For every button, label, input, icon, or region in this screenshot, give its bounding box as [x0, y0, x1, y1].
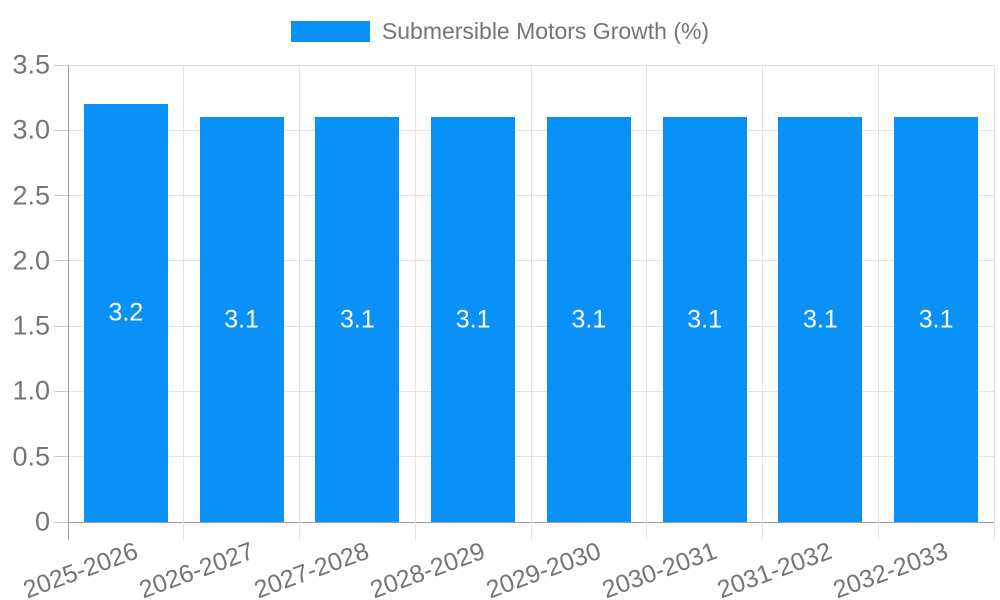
bar-2032-2033[interactable]: [894, 117, 979, 522]
y-axis-tick-label: 0.5: [12, 441, 50, 472]
y-axis-line: [67, 65, 69, 540]
chart-legend: Submersible Motors Growth (%): [0, 18, 1000, 45]
bar-value-label: 3.1: [455, 305, 491, 334]
y-axis-tick-mark: [54, 129, 68, 131]
x-gridline: [646, 65, 648, 540]
x-axis-tick-label: 2030-2031: [598, 537, 721, 600]
bar-2026-2027[interactable]: [199, 117, 284, 522]
bar-value-label: 3.1: [224, 305, 260, 334]
y-axis-tick-mark: [54, 260, 68, 262]
x-gridline: [414, 65, 416, 540]
legend-swatch-icon: [290, 21, 370, 42]
x-gridline: [993, 65, 995, 540]
y-axis-tick-mark: [54, 390, 68, 392]
legend-item[interactable]: Submersible Motors Growth (%): [290, 18, 710, 45]
bar-2031-2032[interactable]: [778, 117, 863, 522]
y-axis-tick-mark: [54, 456, 68, 458]
bar-value-label: 3.1: [918, 305, 954, 334]
y-axis-tick-label: 2.5: [12, 180, 50, 211]
y-axis-tick-mark: [54, 64, 68, 66]
bar-2025-2026[interactable]: [83, 104, 168, 522]
bar-value-label: 3.1: [687, 305, 723, 334]
bar-value-label: 3.2: [108, 298, 144, 327]
x-gridline: [762, 65, 763, 540]
bar-2030-2031[interactable]: [662, 117, 747, 522]
bar-2027-2028[interactable]: [315, 117, 400, 522]
bar-2028-2029[interactable]: [431, 117, 516, 522]
y-axis-tick-label: 3.0: [12, 114, 50, 145]
legend-series-label: Submersible Motors Growth (%): [381, 18, 710, 44]
x-axis-tick-label: 2028-2029: [366, 537, 489, 600]
x-axis-tick-label: 2032-2033: [829, 537, 952, 600]
x-axis-tick-label: 2025-2026: [19, 537, 142, 600]
x-axis-tick-label: 2029-2030: [482, 537, 605, 600]
bar-value-label: 3.1: [571, 305, 607, 334]
bar-value-label: 3.1: [802, 305, 838, 334]
y-axis-tick-mark: [54, 195, 68, 197]
y-axis-tick-label: 2.0: [12, 245, 50, 276]
y-axis-tick-label: 1.5: [12, 310, 50, 341]
y-axis-tick-mark: [54, 521, 68, 523]
x-gridline: [299, 65, 300, 540]
x-axis-tick-label: 2031-2032: [714, 537, 836, 600]
y-axis-tick-label: 3.5: [12, 49, 50, 80]
x-gridline: [877, 65, 879, 540]
y-axis-tick-label: 0: [34, 506, 50, 537]
y-axis-tick-label: 1.0: [12, 375, 50, 406]
x-gridline: [183, 65, 185, 540]
x-axis-tick-label: 2026-2027: [135, 537, 258, 600]
x-gridline: [530, 65, 532, 540]
bar-2029-2030[interactable]: [546, 117, 631, 522]
bar-value-label: 3.1: [339, 305, 375, 334]
y-axis-tick-mark: [54, 325, 68, 327]
x-axis-tick-label: 2027-2028: [251, 537, 373, 600]
